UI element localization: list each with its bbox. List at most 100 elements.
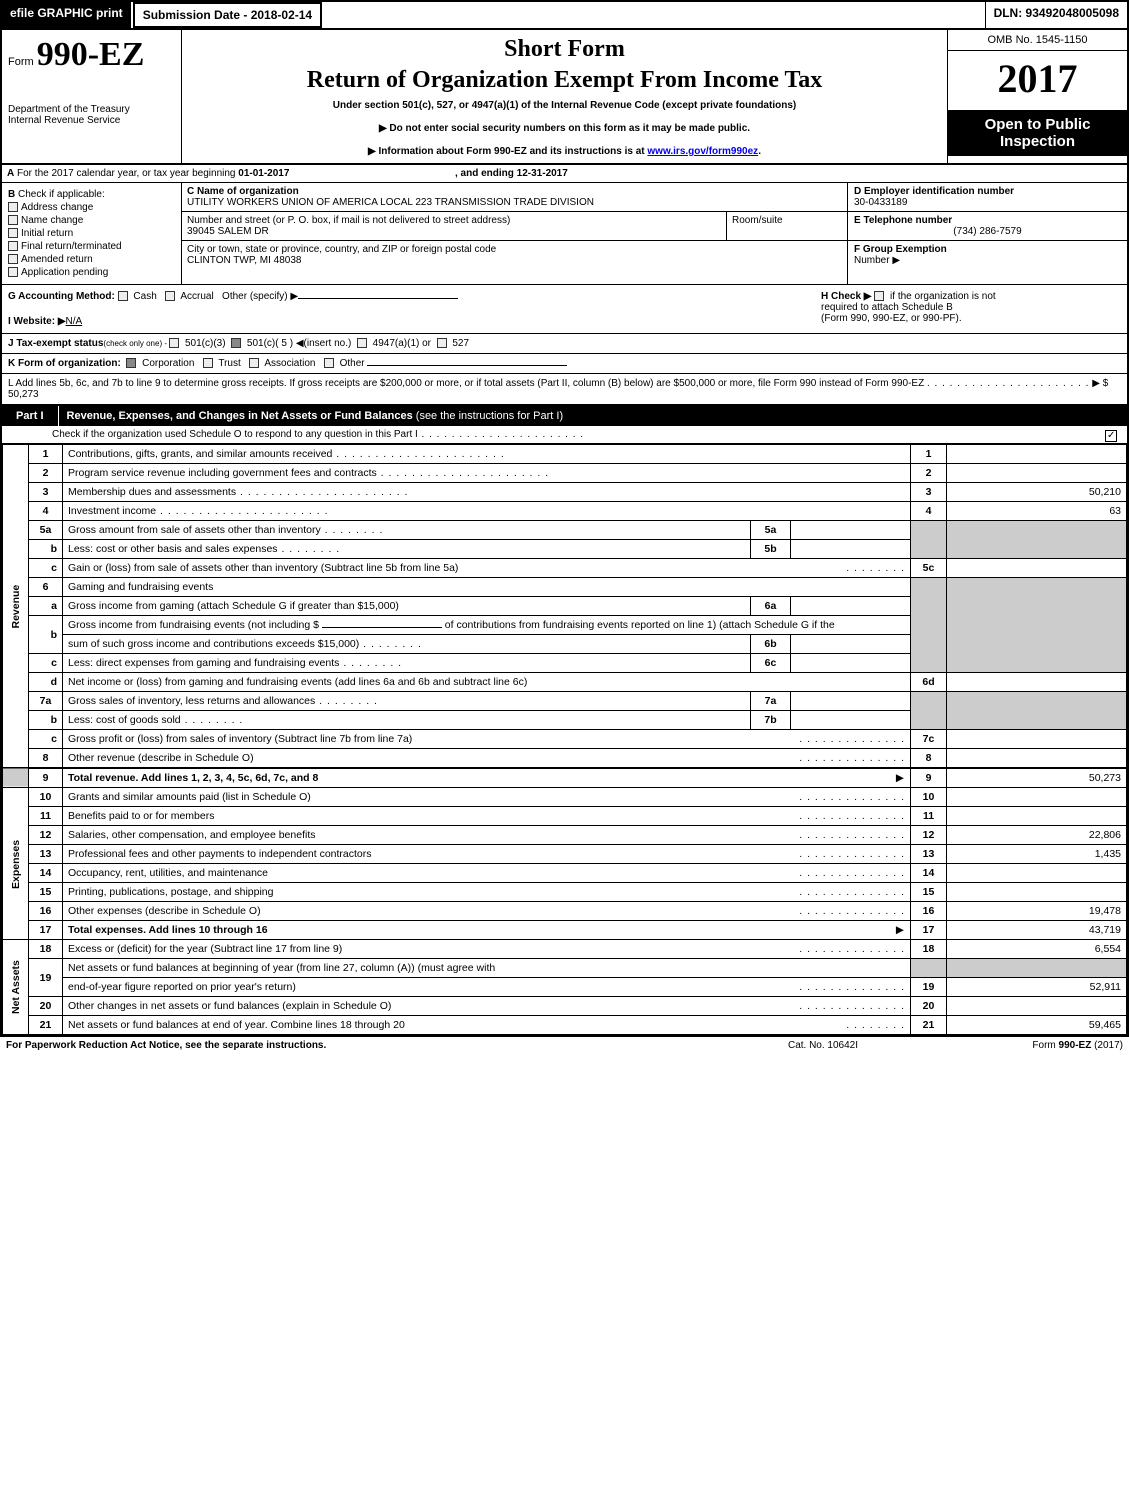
part1-title-b: Revenue, Expenses, and Changes in Net As… <box>67 410 413 422</box>
chk-initial[interactable] <box>8 228 18 238</box>
l12: Salaries, other compensation, and employ… <box>68 829 315 841</box>
l2: Program service revenue including govern… <box>68 467 549 479</box>
l15: Printing, publications, postage, and shi… <box>68 886 273 898</box>
line-19-1: 19Net assets or fund balances at beginni… <box>3 959 1127 978</box>
amt-8 <box>947 749 1127 769</box>
opt-amended: Amended return <box>21 254 93 265</box>
lines-table: Revenue 1 Contributions, gifts, grants, … <box>2 444 1127 1035</box>
chk-cash[interactable] <box>118 291 128 301</box>
l6a: Gross income from gaming (attach Schedul… <box>68 600 399 612</box>
i-label: I Website: ▶ <box>8 316 66 327</box>
org-street: 39045 SALEM DR <box>187 226 269 237</box>
j-o1: 501(c)(3) <box>185 338 226 349</box>
check-o-text: Check if the organization used Schedule … <box>52 429 418 440</box>
l19-2: end-of-year figure reported on prior yea… <box>68 981 296 993</box>
form-header: Form 990-EZ Department of the Treasury I… <box>2 30 1127 165</box>
line-18: Net Assets 18Excess or (deficit) for the… <box>3 940 1127 959</box>
amt-16: 19,478 <box>947 902 1127 921</box>
opt-address: Address change <box>21 202 93 213</box>
chk-corp[interactable] <box>126 358 136 368</box>
g-cash: Cash <box>133 291 156 302</box>
j-label: J Tax-exempt status <box>8 338 103 349</box>
j-paren: (check only one) - <box>103 339 169 348</box>
opt-final: Final return/terminated <box>21 241 122 252</box>
opt-initial: Initial return <box>21 228 73 239</box>
opt-pending: Application pending <box>21 267 108 278</box>
j-o2: 501(c)( 5 ) ◀(insert no.) <box>247 338 351 349</box>
line-14: 14Occupancy, rent, utilities, and mainte… <box>3 864 1127 883</box>
chk-schedule-o[interactable] <box>1105 430 1117 442</box>
chk-address-change[interactable] <box>8 202 18 212</box>
part1-header: Part I Revenue, Expenses, and Changes in… <box>2 406 1127 426</box>
f-label: F Group Exemption <box>854 244 947 255</box>
footer-cat: Cat. No. 10642I <box>723 1040 923 1051</box>
chk-h[interactable] <box>874 291 884 301</box>
chk-trust[interactable] <box>203 358 213 368</box>
chk-501c5[interactable] <box>231 338 241 348</box>
c-city-label: City or town, state or province, country… <box>187 244 496 255</box>
org-column: C Name of organization UTILITY WORKERS U… <box>182 183 847 284</box>
j-o4: 527 <box>452 338 469 349</box>
l1: Contributions, gifts, grants, and simila… <box>68 448 505 460</box>
line-20: 20Other changes in net assets or fund ba… <box>3 997 1127 1016</box>
f-label2: Number ▶ <box>854 255 900 266</box>
d-label: D Employer identification number <box>854 186 1014 197</box>
tax-year: 2017 <box>948 51 1127 110</box>
part1-label: Part I <box>2 406 59 426</box>
footer-right: Form 990-EZ (2017) <box>923 1040 1123 1051</box>
open-line2: Inspection <box>952 133 1123 150</box>
e-label: E Telephone number <box>854 215 952 226</box>
line-7a: 7aGross sales of inventory, less returns… <box>3 692 1127 711</box>
label-b: B <box>8 189 15 200</box>
amt-15 <box>947 883 1127 902</box>
amt-4: 63 <box>947 502 1127 521</box>
chk-527[interactable] <box>437 338 447 348</box>
phone: (734) 286-7579 <box>854 226 1121 237</box>
l17: Total expenses. Add lines 10 through 16 <box>68 924 268 936</box>
chk-pending[interactable] <box>8 267 18 277</box>
chk-4947[interactable] <box>357 338 367 348</box>
l7a: Gross sales of inventory, less returns a… <box>68 695 378 707</box>
efile-print-button[interactable]: efile GRAPHIC print <box>2 2 131 28</box>
amt-19: 52,911 <box>947 978 1127 997</box>
short-form-title: Short Form <box>190 36 939 63</box>
a-text2: , and ending <box>455 168 517 179</box>
line-15: 15Printing, publications, postage, and s… <box>3 883 1127 902</box>
line-19-2: end-of-year figure reported on prior yea… <box>3 978 1127 997</box>
l11: Benefits paid to or for members <box>68 810 214 822</box>
amt-18: 6,554 <box>947 940 1127 959</box>
amt-5c <box>947 559 1127 578</box>
footer-r-b: 990-EZ <box>1059 1040 1092 1051</box>
chk-name-change[interactable] <box>8 215 18 225</box>
chk-amended[interactable] <box>8 254 18 264</box>
g-accrual: Accrual <box>180 291 213 302</box>
chk-final[interactable] <box>8 241 18 251</box>
l18: Excess or (deficit) for the year (Subtra… <box>68 943 342 955</box>
line-4: 4Investment income 463 <box>3 502 1127 521</box>
chk-other[interactable] <box>324 358 334 368</box>
chk-501c3[interactable] <box>169 338 179 348</box>
l6b2: of contributions from fundraising events… <box>442 619 835 631</box>
side-revenue: Revenue <box>3 445 29 769</box>
part1-title: Revenue, Expenses, and Changes in Net As… <box>59 406 1127 426</box>
chk-assoc[interactable] <box>249 358 259 368</box>
irs: Internal Revenue Service <box>8 115 175 126</box>
l7c: Gross profit or (loss) from sales of inv… <box>68 733 412 745</box>
l14: Occupancy, rent, utilities, and maintena… <box>68 867 268 879</box>
amt-21: 59,465 <box>947 1016 1127 1035</box>
l-dots <box>927 378 1089 389</box>
l6b1: Gross income from fundraising events (no… <box>68 619 322 631</box>
footer-r-pre: Form <box>1032 1040 1058 1051</box>
amt-12: 22,806 <box>947 826 1127 845</box>
right-column: D Employer identification number 30-0433… <box>847 183 1127 284</box>
irs-link[interactable]: www.irs.gov/form990ez <box>647 146 758 157</box>
omb-number: OMB No. 1545-1150 <box>948 30 1127 51</box>
chk-accrual[interactable] <box>165 291 175 301</box>
l10: Grants and similar amounts paid (list in… <box>68 791 311 803</box>
section-b: B Check if applicable: Address change Na… <box>2 183 1127 285</box>
line-9: 9Total revenue. Add lines 1, 2, 3, 4, 5c… <box>3 768 1127 788</box>
amt-1 <box>947 445 1127 464</box>
org-name: UTILITY WORKERS UNION OF AMERICA LOCAL 2… <box>187 197 594 208</box>
return-title: Return of Organization Exempt From Incom… <box>190 67 939 94</box>
line-12: 12Salaries, other compensation, and empl… <box>3 826 1127 845</box>
